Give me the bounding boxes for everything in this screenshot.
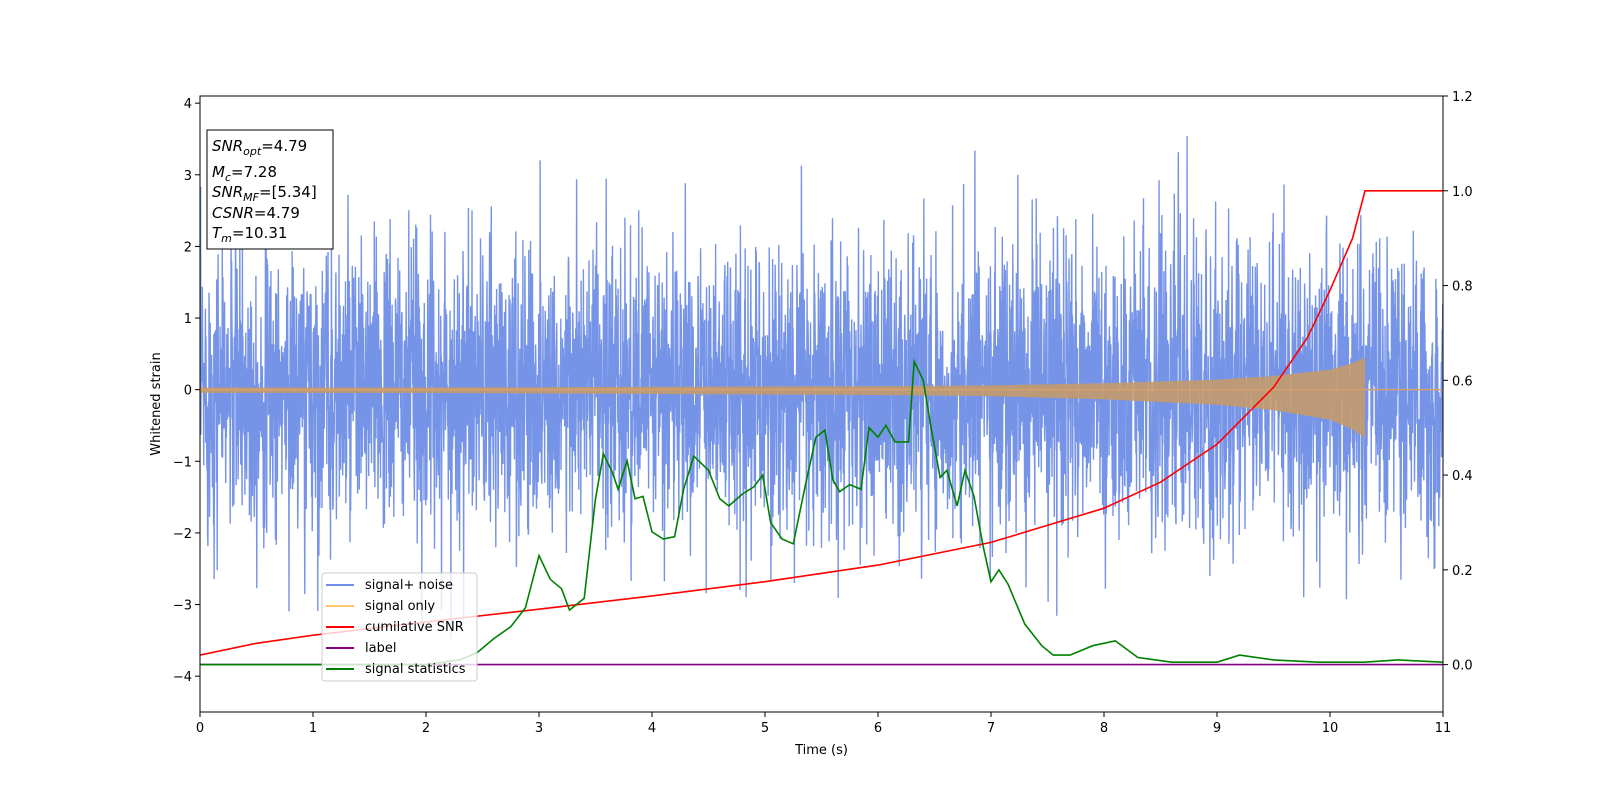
y2-tick-label: 1.2	[1452, 90, 1473, 105]
x-tick-label: 0	[196, 721, 204, 736]
y2-tick-label: 0.6	[1452, 374, 1473, 389]
x-tick-label: 5	[761, 721, 769, 736]
y-tick-label: 4	[184, 97, 192, 112]
series-signal-only-band	[200, 357, 1365, 438]
y-tick-label: 3	[184, 169, 192, 184]
y2-tick-label: 0.8	[1452, 280, 1473, 295]
x-tick-label: 11	[1435, 721, 1452, 736]
x-tick-label: 2	[422, 721, 430, 736]
series-signal-statistics	[200, 358, 1443, 666]
x-axis-title: Time (s)	[794, 743, 848, 758]
info-line-mc: Mc=7.28	[212, 163, 277, 184]
y2-tick-label: 1.0	[1452, 185, 1473, 200]
y-tick-label: 0	[184, 384, 192, 399]
y-tick-label: −4	[173, 670, 192, 685]
axes-layer: 0 1 2 3 4 5 6 7 8 9 10 11 −4 −3 −2 −1 0 1 2 3 4 0.0 0.2 0.4 0.6 0…	[173, 90, 1473, 736]
info-box: SNRopt=4.79 Mc=7.28 SNRMF=[5.34] CSNR=4.…	[206, 129, 334, 250]
x-tick-label: 1	[309, 721, 317, 736]
plot-frame	[199, 95, 1444, 713]
x-tick-label: 10	[1322, 721, 1339, 736]
x-tick-label: 6	[874, 721, 882, 736]
y2-tick-label: 0.2	[1452, 564, 1473, 579]
y-axis-title: Whitened strain	[149, 352, 164, 455]
y-tick-label: 1	[184, 312, 192, 327]
info-box-frame	[206, 129, 334, 250]
legend: signal+ noise signal only cumilative SNR…	[321, 572, 478, 682]
info-line-snr-mf: SNRMF=[5.34]	[212, 183, 317, 204]
y-tick-label: −3	[173, 599, 192, 614]
y-tick-label: −1	[173, 455, 192, 470]
x-tick-label: 4	[648, 721, 656, 736]
legend-label-signal-statistics: signal statistics	[365, 662, 466, 677]
y-tick-label: −2	[173, 527, 192, 542]
x-tick-label: 8	[1100, 721, 1108, 736]
info-line-csnr: CSNR=4.79	[212, 204, 300, 222]
legend-label-label: label	[365, 641, 396, 656]
legend-frame	[321, 572, 478, 682]
x-tick-label: 9	[1213, 721, 1221, 736]
x-tick-label: 3	[535, 721, 543, 736]
legend-label-cumulative-snr: cumilative SNR	[365, 620, 464, 635]
y2-tick-label: 0.0	[1452, 659, 1473, 674]
x-tick-label: 7	[987, 721, 995, 736]
y-tick-label: 2	[184, 240, 192, 255]
info-line-tm: Tm=10.31	[212, 224, 287, 245]
info-line-snr-opt: SNRopt=4.79	[212, 137, 307, 158]
y2-tick-label: 0.4	[1452, 469, 1473, 484]
legend-label-signal-only: signal only	[365, 599, 435, 614]
legend-label-signal-noise: signal+ noise	[365, 578, 453, 593]
